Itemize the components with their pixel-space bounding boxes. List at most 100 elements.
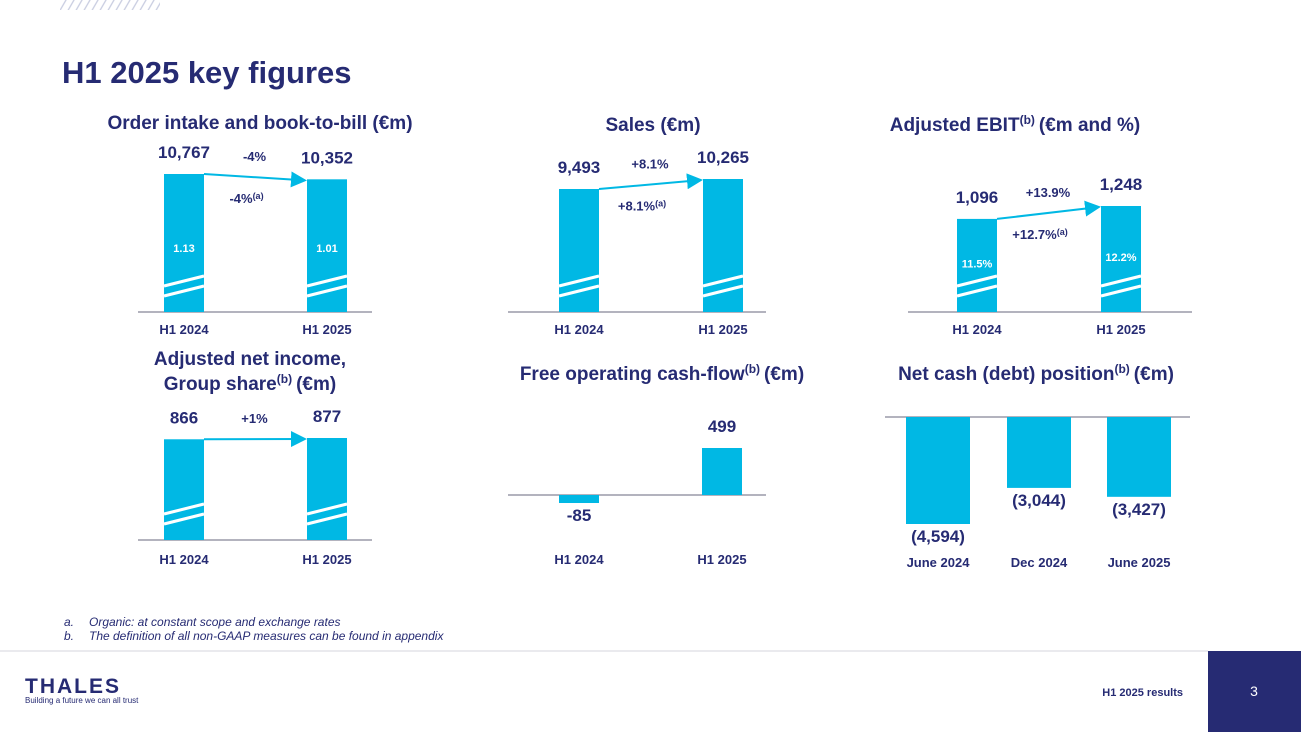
page-box [1208, 651, 1301, 732]
chart-title: Free operating cash-flow(b) (€m) [520, 362, 804, 385]
axis-break [163, 274, 205, 288]
axis-break [702, 274, 744, 288]
axis-break [558, 274, 600, 288]
page-number: 3 [1250, 683, 1258, 699]
value-label: 10,352 [301, 148, 353, 167]
organic-change-label: +8.1%(a) [618, 199, 666, 214]
title-text: Free operating cash-flow [520, 364, 745, 385]
organic-superscript: (a) [253, 191, 264, 201]
bar [702, 448, 742, 495]
change-arrow [598, 173, 703, 190]
title-superscript: (b) [1020, 113, 1035, 127]
axis-break [702, 284, 744, 298]
value-label: 1,248 [1100, 175, 1143, 194]
value-label: 9,493 [558, 158, 601, 177]
value-label: 499 [708, 417, 736, 436]
chart-title: Sales (€m) [605, 115, 700, 136]
axis-break [956, 284, 998, 298]
title-text: Adjusted EBIT [890, 115, 1020, 136]
category-label: H1 2024 [952, 322, 1002, 337]
organic-change: +8.1% [618, 199, 656, 214]
change-label: +8.1% [631, 157, 669, 172]
bar [957, 218, 997, 312]
title-superscript: (b) [745, 362, 760, 376]
logo: THALES [25, 675, 121, 698]
axis-break [163, 284, 205, 298]
category-label: Dec 2024 [1011, 555, 1068, 570]
decoration [60, 0, 160, 10]
value-label: 10,767 [158, 143, 210, 162]
value-label: -85 [567, 506, 592, 525]
title-text: Order intake and book-to-bill (€m) [107, 113, 412, 134]
title-text: Sales (€m) [605, 115, 700, 136]
value-label: 866 [170, 408, 198, 427]
organic-superscript: (a) [655, 199, 666, 209]
bar [1107, 417, 1171, 497]
axis-break [558, 284, 600, 298]
inner-label: 12.2% [1105, 252, 1136, 264]
value-label: 10,265 [697, 148, 749, 167]
title-superscript: (b) [277, 372, 292, 386]
axis-break [306, 274, 348, 288]
category-label: June 2024 [907, 555, 971, 570]
footnote-marker: b. [64, 629, 74, 643]
category-label: H1 2024 [554, 552, 604, 567]
title-end: (€m and %) [1039, 115, 1140, 136]
axis-break [306, 502, 348, 516]
title-end: (€m) [296, 374, 336, 395]
organic-change-label: +12.7%(a) [1012, 227, 1067, 242]
change-label: -4% [243, 149, 267, 164]
chart-title: Order intake and book-to-bill (€m) [107, 113, 412, 134]
chart-title: Group share(b) (€m) [164, 372, 336, 395]
value-label: 1,096 [956, 188, 999, 207]
change-arrow [203, 171, 307, 188]
value-label: (4,594) [911, 527, 965, 546]
tagline: Building a future we can all trust [25, 696, 139, 705]
category-label: H1 2024 [554, 322, 604, 337]
axis-break [163, 512, 205, 526]
chart-title: Adjusted net income, [154, 349, 346, 370]
value-label: (3,044) [1012, 491, 1066, 510]
bar [164, 439, 204, 540]
page-title: H1 2025 key figures [62, 55, 352, 90]
axis-break [956, 274, 998, 288]
axis-break [1100, 284, 1142, 298]
change-label: +13.9% [1026, 185, 1071, 200]
inner-label: 1.13 [173, 243, 194, 255]
axis-break [1100, 274, 1142, 288]
footnote-marker: a. [64, 615, 74, 629]
change-label: +1% [241, 411, 268, 426]
category-label: H1 2025 [302, 322, 351, 337]
organic-change: -4% [229, 191, 253, 206]
bar [1007, 417, 1071, 488]
category-label: June 2025 [1108, 555, 1171, 570]
value-label: (3,427) [1112, 500, 1166, 519]
title-end: (€m) [1134, 364, 1174, 385]
title-text: Net cash (debt) position [898, 364, 1114, 385]
category-label: H1 2024 [159, 552, 209, 567]
footnote-text: The definition of all non-GAAP measures … [89, 629, 444, 643]
chart-title: Net cash (debt) position(b) (€m) [898, 362, 1174, 385]
footnote-text: Organic: at constant scope and exchange … [89, 615, 341, 629]
category-label: H1 2025 [302, 552, 351, 567]
category-label: H1 2025 [697, 552, 746, 567]
category-label: H1 2024 [159, 322, 209, 337]
inner-label: 1.01 [316, 243, 337, 255]
axis-break [306, 284, 348, 298]
organic-change: +12.7% [1012, 227, 1057, 242]
category-label: H1 2025 [1096, 322, 1145, 337]
title-superscript: (b) [1114, 362, 1129, 376]
bar [307, 438, 347, 540]
title-text: Adjusted net income, [154, 349, 346, 370]
inner-label: 11.5% [962, 258, 993, 270]
chart-title: Adjusted EBIT(b) (€m and %) [890, 113, 1141, 136]
axis-break [163, 502, 205, 516]
change-arrow [996, 200, 1101, 220]
report-name: H1 2025 results [1102, 687, 1183, 699]
axis-break [306, 512, 348, 526]
bar [906, 417, 970, 524]
bar [559, 495, 599, 504]
category-label: H1 2025 [698, 322, 747, 337]
value-label: 877 [313, 407, 341, 426]
